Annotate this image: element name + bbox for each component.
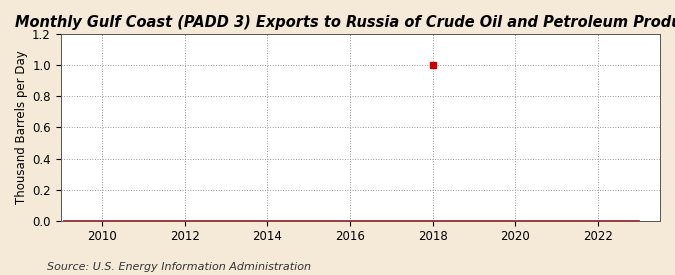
Title: Monthly Gulf Coast (PADD 3) Exports to Russia of Crude Oil and Petroleum Product: Monthly Gulf Coast (PADD 3) Exports to R… <box>15 15 675 30</box>
Y-axis label: Thousand Barrels per Day: Thousand Barrels per Day <box>15 51 28 204</box>
Text: Source: U.S. Energy Information Administration: Source: U.S. Energy Information Administ… <box>47 262 311 272</box>
